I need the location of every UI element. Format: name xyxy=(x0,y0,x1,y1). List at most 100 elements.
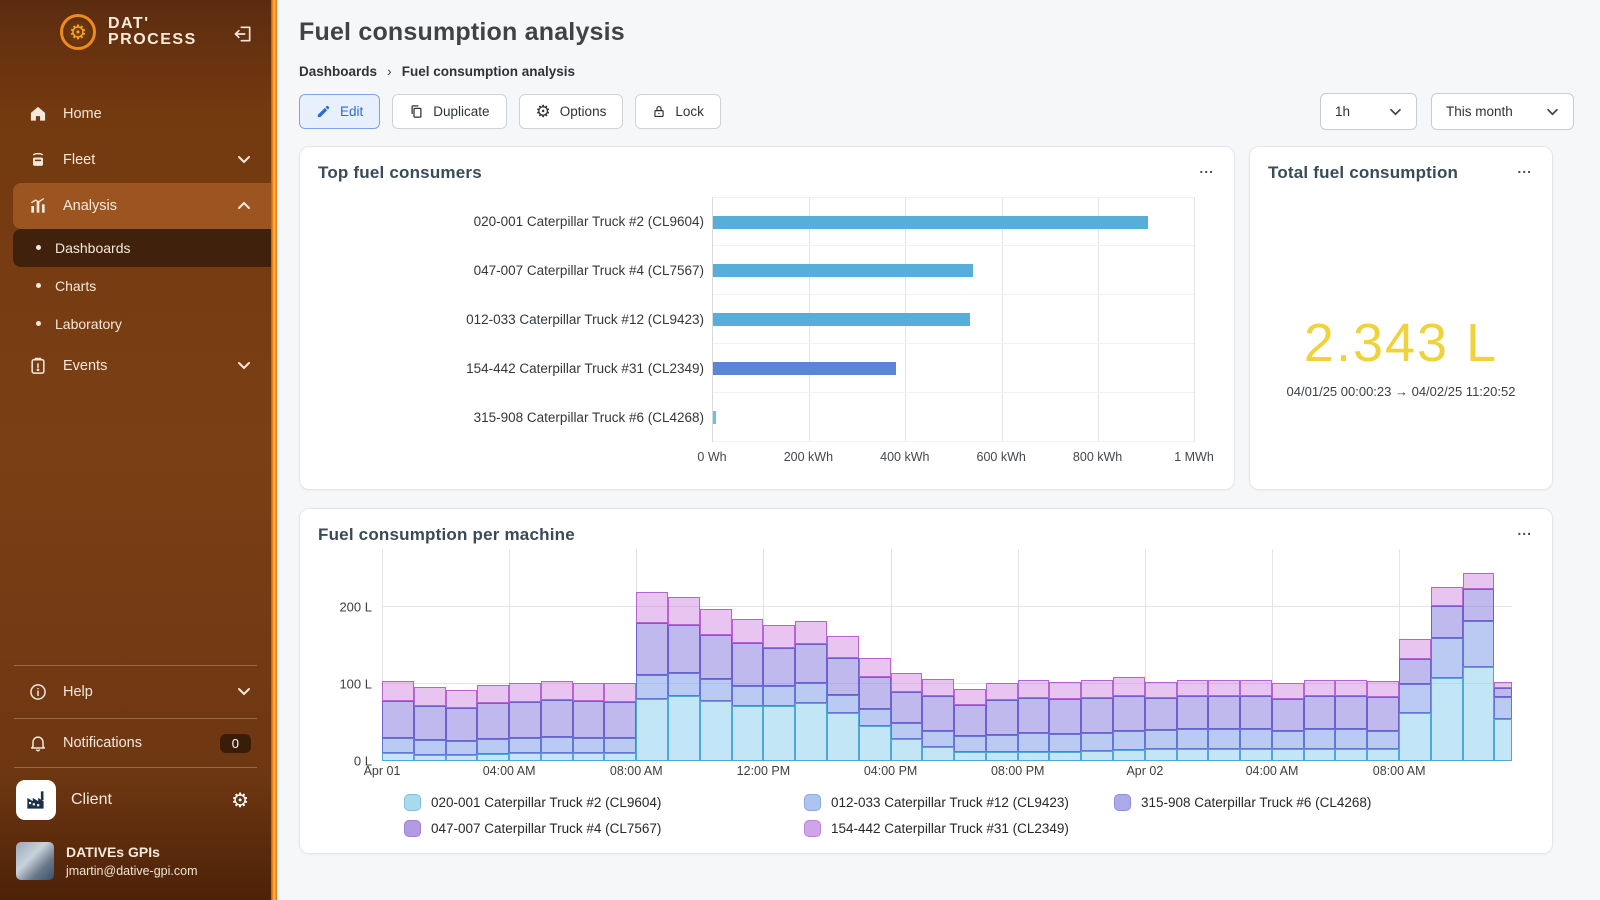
stacked-bar[interactable] xyxy=(540,681,573,761)
card-more-icon[interactable]: ... xyxy=(1517,160,1532,176)
legend-item[interactable]: 047-007 Caterpillar Truck #4 (CL7567) xyxy=(404,820,804,837)
bar-segment xyxy=(1240,680,1272,697)
stacked-bar[interactable] xyxy=(604,683,637,761)
consumer-bar[interactable] xyxy=(713,216,1149,229)
bullet-icon xyxy=(36,321,41,327)
bar-segment xyxy=(1049,734,1082,752)
logo-gear-icon: ⚙ xyxy=(60,14,96,50)
edit-button[interactable]: Edit xyxy=(299,94,381,129)
card-more-icon[interactable]: ... xyxy=(1199,160,1214,176)
stacked-bar[interactable] xyxy=(572,682,605,761)
stacked-bar[interactable] xyxy=(890,673,923,761)
bar-segment xyxy=(382,701,414,738)
stacked-bar[interactable] xyxy=(1494,681,1512,761)
stacked-bar[interactable] xyxy=(382,681,414,761)
consumer-bar[interactable] xyxy=(713,264,973,277)
client-settings-gear-icon[interactable]: ⚙ xyxy=(231,789,249,812)
stacked-bar[interactable] xyxy=(731,618,764,761)
bar-segment xyxy=(1081,697,1113,733)
consumer-bar[interactable] xyxy=(713,411,716,424)
sidebar-item-laboratory[interactable]: Laboratory xyxy=(0,305,271,343)
stacked-bar[interactable] xyxy=(1271,682,1304,761)
stacked-bar[interactable] xyxy=(1017,679,1050,761)
stacked-bar[interactable] xyxy=(922,678,955,761)
stacked-bar[interactable] xyxy=(763,624,796,761)
stacked-bar[interactable] xyxy=(636,591,669,761)
client-row[interactable]: Client ⚙ xyxy=(0,768,271,832)
stacked-bar[interactable] xyxy=(1112,677,1145,761)
legend-label: 047-007 Caterpillar Truck #4 (CL7567) xyxy=(431,821,662,836)
stacked-bar[interactable] xyxy=(1144,681,1177,761)
stacked-bar[interactable] xyxy=(1430,587,1463,761)
sidebar-item-label: Events xyxy=(63,357,108,374)
sidebar-item-analysis[interactable]: Analysis xyxy=(13,182,271,229)
bar-segment xyxy=(413,687,446,706)
legend-item[interactable]: 012-033 Caterpillar Truck #12 (CL9423) xyxy=(804,794,1114,811)
sidebar-item-notifications[interactable]: Notifications 0 xyxy=(0,719,271,767)
bar-segment xyxy=(1271,731,1304,750)
total-period: 04/01/25 00:00:23 → 04/02/25 11:20:52 xyxy=(1286,383,1516,399)
home-icon xyxy=(30,106,46,121)
stacked-bar[interactable] xyxy=(795,621,827,761)
legend-swatch-icon xyxy=(1114,794,1131,811)
legend-swatch-icon xyxy=(804,794,821,811)
sidebar-item-home[interactable]: Home xyxy=(0,91,271,137)
card-more-icon[interactable]: ... xyxy=(1517,522,1532,538)
consumer-bar[interactable] xyxy=(713,362,896,375)
stacked-bar[interactable] xyxy=(668,597,700,761)
breadcrumb-dashboards[interactable]: Dashboards xyxy=(299,63,378,79)
consumer-bar[interactable] xyxy=(713,313,971,326)
interval-select[interactable]: 1h xyxy=(1320,93,1417,130)
stacked-bar[interactable] xyxy=(858,657,891,761)
toolbar: Edit Duplicate ⚙ Options Lock 1h Thi xyxy=(299,93,1574,130)
stacked-bar[interactable] xyxy=(1462,573,1495,761)
lock-button[interactable]: Lock xyxy=(635,94,721,129)
divider xyxy=(14,665,257,666)
duplicate-button[interactable]: Duplicate xyxy=(392,94,507,129)
options-button[interactable]: ⚙ Options xyxy=(518,94,624,129)
chevron-down-icon xyxy=(1547,108,1558,115)
bar-segment xyxy=(1462,667,1495,761)
stacked-bar[interactable] xyxy=(477,684,510,761)
options-button-label: Options xyxy=(559,104,607,119)
stacked-bar[interactable] xyxy=(1399,639,1431,761)
legend-item[interactable]: 020-001 Caterpillar Truck #2 (CL9604) xyxy=(404,794,804,811)
legend-item[interactable]: 315-908 Caterpillar Truck #6 (CL4268) xyxy=(1114,794,1552,811)
pencil-icon xyxy=(317,105,330,118)
bar-segment xyxy=(1017,733,1050,752)
user-row[interactable]: DATIVEs GPIs jmartin@dative-gpi.com xyxy=(0,832,271,900)
y-tick-label: 0 L xyxy=(353,753,372,769)
stacked-bar[interactable] xyxy=(1049,681,1082,761)
stacked-bar[interactable] xyxy=(1303,680,1336,761)
bar-segment xyxy=(1303,680,1336,697)
stacked-bar[interactable] xyxy=(1208,680,1241,761)
date-range-select[interactable]: This month xyxy=(1431,93,1574,130)
stacked-bar[interactable] xyxy=(699,608,732,761)
bar-segment xyxy=(1462,588,1495,622)
y-tick-label: 100 L xyxy=(339,676,372,692)
stacked-bar[interactable] xyxy=(445,690,478,761)
stacked-bar[interactable] xyxy=(1335,679,1368,761)
sidebar-item-help[interactable]: Help xyxy=(0,666,271,718)
collapse-sidebar-icon[interactable] xyxy=(233,24,253,49)
bar-segment xyxy=(604,701,637,738)
bar-segment xyxy=(1462,621,1495,668)
bar-segment xyxy=(604,683,637,702)
stacked-bar[interactable] xyxy=(826,636,859,761)
stacked-bar[interactable] xyxy=(509,683,541,761)
sidebar-item-fleet[interactable]: Fleet xyxy=(0,137,271,183)
stacked-bar[interactable] xyxy=(1240,680,1272,761)
stacked-bar[interactable] xyxy=(1176,680,1209,761)
stacked-bar[interactable] xyxy=(954,688,986,761)
stacked-bar-plot xyxy=(382,549,1512,761)
sidebar-item-dashboards[interactable]: Dashboards xyxy=(13,228,271,267)
sidebar-item-charts[interactable]: Charts xyxy=(0,267,271,305)
stacked-bar[interactable] xyxy=(1367,681,1399,761)
breadcrumb-separator-icon: › xyxy=(387,63,392,79)
stacked-bar[interactable] xyxy=(413,687,446,761)
sidebar-item-label: Charts xyxy=(55,277,97,294)
sidebar-item-events[interactable]: Events xyxy=(0,343,271,389)
legend-item[interactable]: 154-442 Caterpillar Truck #31 (CL2349) xyxy=(804,820,1114,837)
stacked-bar[interactable] xyxy=(985,682,1018,761)
stacked-bar[interactable] xyxy=(1081,680,1113,761)
